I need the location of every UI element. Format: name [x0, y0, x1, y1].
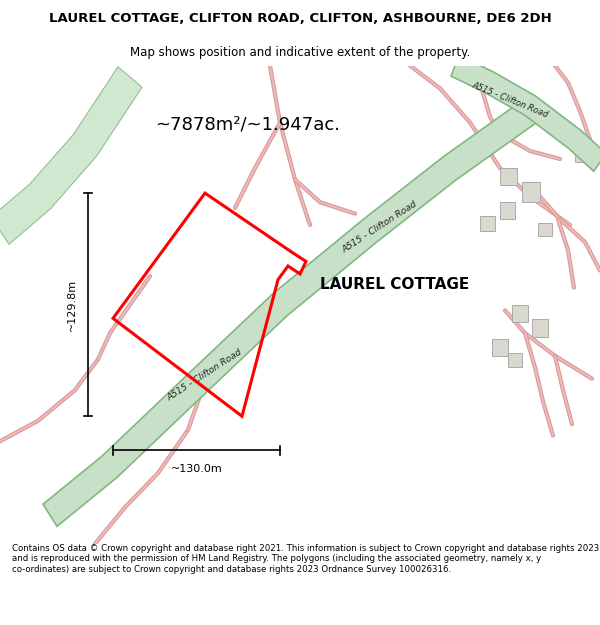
Polygon shape [575, 145, 590, 162]
Polygon shape [512, 304, 528, 322]
Text: A515 - Clifton Road: A515 - Clifton Road [166, 348, 244, 403]
Text: Map shows position and indicative extent of the property.: Map shows position and indicative extent… [130, 46, 470, 59]
Polygon shape [43, 99, 536, 526]
Polygon shape [0, 67, 142, 244]
Text: A515 - Clifton Road: A515 - Clifton Road [341, 200, 419, 255]
Text: A515 - Clifton Road: A515 - Clifton Road [470, 81, 550, 119]
Polygon shape [532, 319, 548, 336]
Polygon shape [480, 216, 495, 231]
Polygon shape [492, 339, 508, 356]
Text: LAUREL COTTAGE, CLIFTON ROAD, CLIFTON, ASHBOURNE, DE6 2DH: LAUREL COTTAGE, CLIFTON ROAD, CLIFTON, A… [49, 12, 551, 25]
Text: ~129.8m: ~129.8m [67, 279, 77, 331]
Polygon shape [522, 182, 540, 203]
Polygon shape [500, 168, 517, 185]
Polygon shape [500, 202, 515, 219]
Polygon shape [508, 352, 522, 367]
Polygon shape [560, 125, 575, 139]
Text: ~7878m²/~1.947ac.: ~7878m²/~1.947ac. [155, 116, 340, 134]
Polygon shape [538, 222, 552, 236]
Text: ~130.0m: ~130.0m [170, 464, 223, 474]
Text: Contains OS data © Crown copyright and database right 2021. This information is : Contains OS data © Crown copyright and d… [12, 544, 599, 574]
Text: LAUREL COTTAGE: LAUREL COTTAGE [320, 277, 469, 292]
Polygon shape [451, 55, 600, 171]
